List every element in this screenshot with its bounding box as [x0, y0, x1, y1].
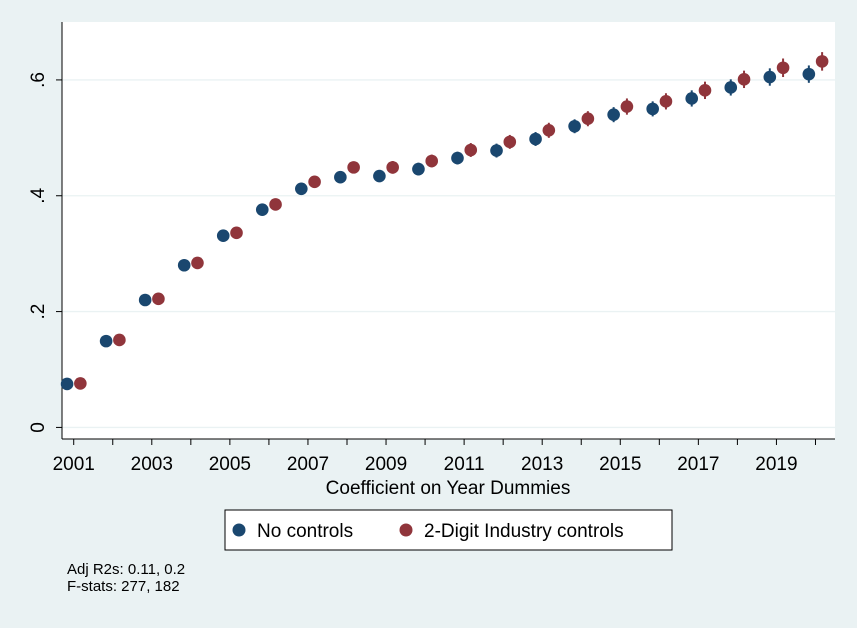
- point-industry-controls-2012: [503, 135, 517, 149]
- legend-label-industry-controls: 2-Digit Industry controls: [424, 521, 624, 542]
- point-industry-controls-2010: [425, 154, 439, 168]
- x-axis-label: Coefficient on Year Dummies: [326, 478, 571, 499]
- legend-label-no-controls: No controls: [257, 521, 353, 542]
- point-no-controls-2019: [763, 70, 777, 84]
- point-industry-controls-2013: [542, 124, 556, 137]
- point-no-controls-2002: [99, 334, 113, 348]
- point-no-controls-2004: [177, 258, 191, 272]
- point-industry-controls-2004: [191, 256, 204, 270]
- y-tick-label-0: 0: [28, 422, 49, 433]
- x-tick-label-2005: 2005: [209, 454, 251, 475]
- point-no-controls-2003: [138, 293, 152, 307]
- point-no-controls-2018: [724, 81, 738, 94]
- legend-box: [224, 509, 673, 551]
- point-no-controls-2010: [412, 162, 425, 176]
- point-industry-controls-2006: [269, 198, 282, 211]
- legend-marker-industry-controls: [399, 523, 413, 537]
- point-no-controls-2015: [607, 108, 620, 121]
- point-industry-controls-2019: [776, 61, 790, 75]
- x-tick-label-2007: 2007: [287, 454, 329, 475]
- x-tick-label-2001: 2001: [53, 454, 95, 475]
- point-industry-controls-2005: [230, 226, 243, 240]
- point-no-controls-2020: [802, 67, 816, 81]
- grid-lines: [62, 79, 835, 429]
- x-tick-label-2011: 2011: [444, 454, 485, 475]
- legend-marker-no-controls: [232, 523, 246, 537]
- x-tick-label-2003: 2003: [131, 454, 173, 475]
- plot-area: [62, 22, 835, 439]
- y-tick-label-1: .2: [28, 304, 49, 320]
- note-adj-r2: Adj R2s: 0.11, 0.2: [67, 561, 186, 578]
- point-no-controls-2009: [373, 169, 386, 183]
- data-marks: [60, 52, 829, 391]
- note-f-stats: F-stats: 277, 182: [67, 578, 180, 595]
- point-industry-controls-2003: [152, 292, 165, 306]
- x-tick-label-2009: 2009: [365, 454, 407, 475]
- x-tick-label-2015: 2015: [599, 454, 641, 475]
- point-no-controls-2013: [529, 132, 542, 146]
- point-industry-controls-2001: [74, 377, 87, 390]
- legend: No controls 2-Digit Industry controls: [224, 509, 673, 551]
- point-no-controls-2017: [685, 92, 699, 105]
- point-industry-controls-2009: [386, 161, 399, 174]
- point-no-controls-2007: [295, 182, 308, 196]
- point-no-controls-2016: [646, 102, 659, 116]
- point-no-controls-2008: [334, 170, 347, 184]
- x-tick-label-2013: 2013: [521, 454, 563, 475]
- y-tick-label-2: .4: [28, 187, 49, 203]
- point-no-controls-2005: [216, 229, 230, 243]
- point-industry-controls-2002: [113, 333, 126, 347]
- point-no-controls-2001: [60, 377, 74, 391]
- x-tick-label-2017: 2017: [677, 454, 719, 475]
- point-industry-controls-2008: [347, 161, 360, 174]
- y-tick-label-3: .6: [28, 72, 49, 88]
- point-industry-controls-2011: [464, 143, 478, 157]
- point-industry-controls-2016: [659, 95, 673, 108]
- point-industry-controls-2017: [698, 84, 712, 97]
- point-industry-controls-2018: [737, 73, 751, 86]
- x-tick-label-2019: 2019: [755, 454, 797, 475]
- point-no-controls-2014: [568, 119, 581, 133]
- point-no-controls-2011: [451, 151, 464, 165]
- point-no-controls-2012: [490, 144, 503, 157]
- point-no-controls-2006: [255, 203, 269, 216]
- axes: 0 .2 .4 .6 2001 2003 2005 2007 2009 2011 2013 2015 2…: [28, 22, 835, 475]
- point-industry-controls-2015: [620, 100, 634, 113]
- point-industry-controls-2014: [581, 112, 595, 126]
- point-industry-controls-2007: [308, 175, 321, 189]
- point-industry-controls-2020: [815, 55, 829, 68]
